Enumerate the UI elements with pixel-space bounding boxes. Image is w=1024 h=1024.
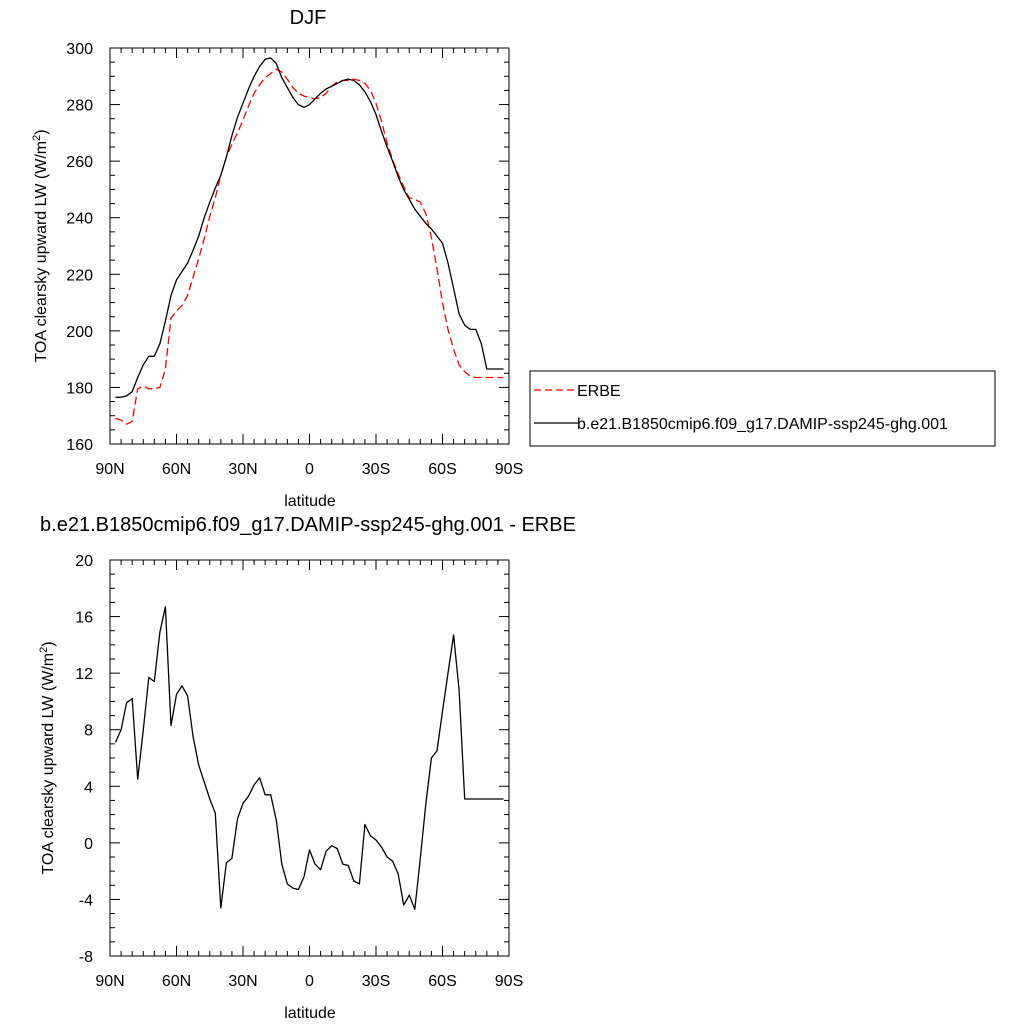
series-line-erbe (115, 68, 504, 425)
y-tick-label: 180 (66, 380, 93, 397)
y-tick-label: 20 (75, 553, 93, 570)
x-tick-label: 30S (362, 973, 390, 990)
y-tick-label: 16 (75, 610, 93, 627)
legend-model-label: b.e21.B1850cmip6.f09_g17.DAMIP-ssp245-gh… (577, 416, 948, 433)
y-axis-label: TOA clearsky upward LW (W/m2) (38, 641, 57, 874)
x-tick-label: 30N (228, 973, 257, 990)
x-tick-label: 0 (305, 461, 314, 478)
x-tick-label: 90N (95, 973, 124, 990)
x-tick-labels: 90N 60N 30N 0 30S 60S 90S (95, 461, 523, 478)
x-axis-label: latitude (284, 1005, 336, 1022)
x-tick-label: 60N (162, 461, 191, 478)
plot-frame (109, 47, 510, 445)
chart-title: DJF (290, 7, 327, 29)
y-axis-label-main: TOA clearsky upward LW (W/m (33, 141, 50, 363)
series-line-series-0 (114, 606, 504, 910)
y-tick-label: 240 (66, 211, 93, 228)
legend: ERBE b.e21.B1850cmip6.f09_g17.DAMIP-ssp2… (529, 370, 996, 447)
legend-erbe-label: ERBE (577, 383, 621, 400)
y-tick-label: 300 (66, 41, 93, 58)
y-axis-label: TOA clearsky upward LW (W/m2) (31, 129, 50, 362)
x-tick-label: 30S (362, 461, 390, 478)
axis-ticks (109, 47, 510, 445)
y-axis-label-close: ) (33, 129, 50, 134)
axis-ticks (109, 559, 510, 957)
y-tick-label: 4 (84, 779, 93, 796)
y-tick-label: -4 (79, 892, 93, 909)
x-tick-label: 90S (495, 973, 523, 990)
y-axis-label-superscript: 2 (31, 135, 43, 141)
series-lines (115, 57, 504, 425)
y-tick-label: 280 (66, 98, 93, 115)
series-line-b-e21-b1850cmip6-f09-g17-damip-ssp245-ghg-001 (115, 57, 504, 398)
series-lines (114, 606, 504, 910)
x-tick-label: 60S (428, 461, 456, 478)
y-tick-labels: 160 180 200 220 240 260 280 300 (66, 41, 93, 454)
difference-chart: b.e21.B1850cmip6.f09_g17.DAMIP-ssp245-gh… (38, 514, 576, 1022)
x-tick-label: 60S (428, 973, 456, 990)
y-tick-label: 260 (66, 154, 93, 171)
y-tick-labels: -8 -4 0 4 8 12 16 20 (75, 553, 93, 966)
x-tick-labels: 90N 60N 30N 0 30S 60S 90S (95, 973, 523, 990)
y-tick-label: 0 (84, 836, 93, 853)
y-axis-label-close: ) (40, 641, 57, 646)
y-axis-label-superscript: 2 (38, 647, 50, 653)
x-tick-label: 60N (162, 973, 191, 990)
legend-box (529, 370, 996, 447)
y-tick-label: 12 (75, 666, 93, 683)
y-tick-label: 8 (84, 723, 93, 740)
x-tick-label: 90N (95, 461, 124, 478)
chart-title: b.e21.B1850cmip6.f09_g17.DAMIP-ssp245-gh… (40, 514, 576, 536)
x-axis-label: latitude (284, 493, 336, 510)
x-tick-label: 0 (305, 973, 314, 990)
y-axis-label-main: TOA clearsky upward LW (W/m (40, 653, 57, 875)
y-tick-label: 200 (66, 324, 93, 341)
x-tick-label: 30N (228, 461, 257, 478)
y-tick-label: -8 (79, 949, 93, 966)
plot-frame (109, 559, 510, 957)
y-tick-label: 160 (66, 437, 93, 454)
latitude-profile-chart: DJF 90N 60N 30N 0 30S 60S 90S 160 180 200 220 240 2… (31, 7, 996, 510)
y-tick-label: 220 (66, 267, 93, 284)
x-tick-label: 90S (495, 461, 523, 478)
